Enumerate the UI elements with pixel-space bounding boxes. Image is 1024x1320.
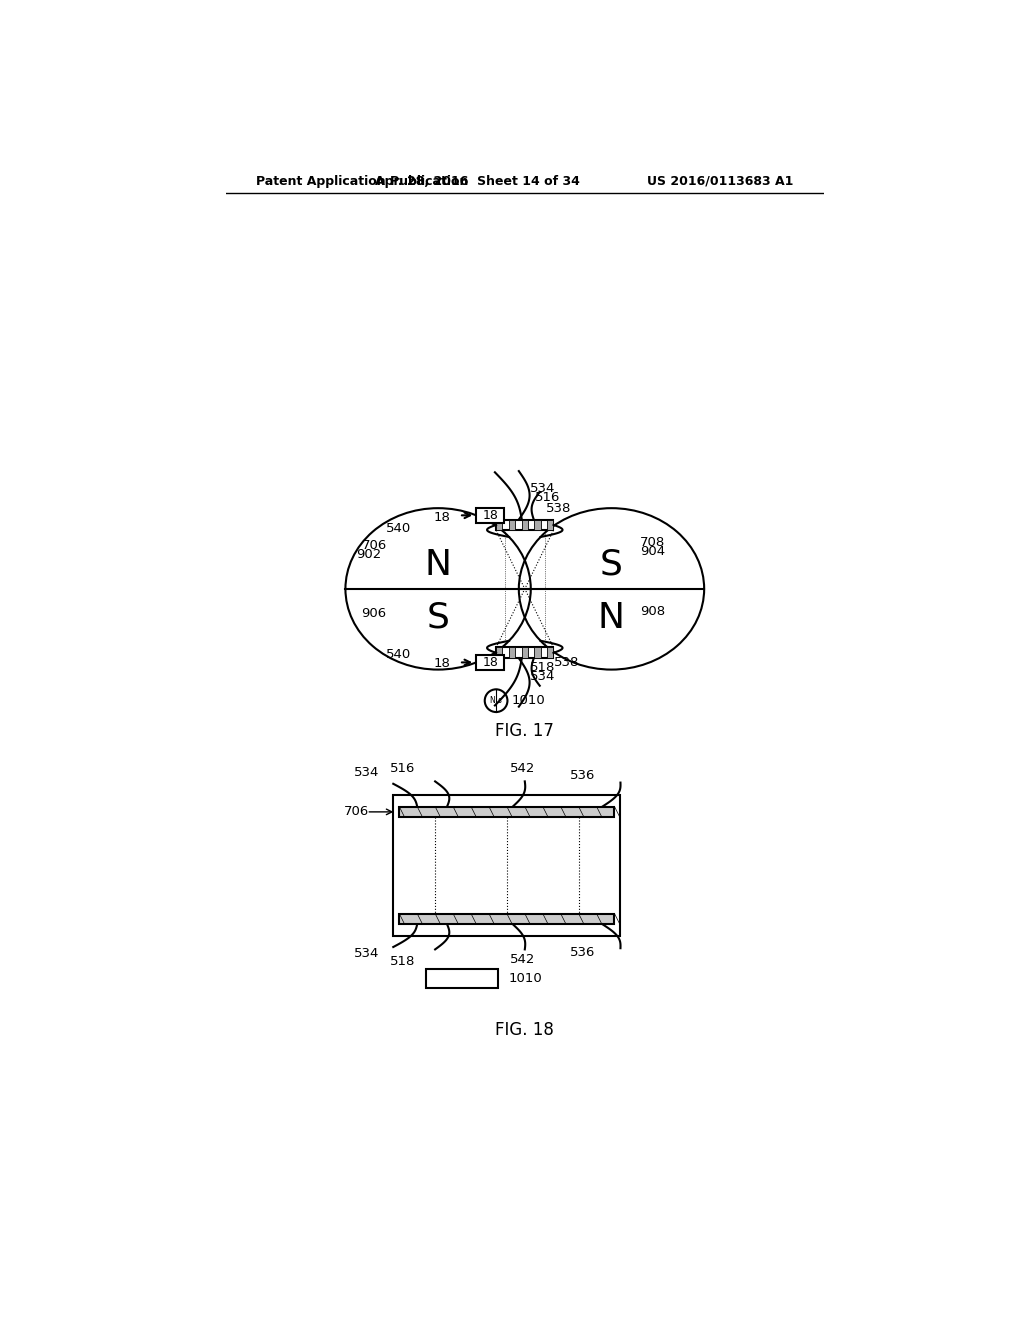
Text: 518: 518	[529, 661, 555, 673]
Bar	[476, 508, 505, 523]
Text: 1010: 1010	[512, 694, 546, 708]
Bar	[399, 807, 614, 817]
Text: 540: 540	[386, 648, 412, 661]
Circle shape	[484, 689, 508, 711]
Text: 534: 534	[529, 482, 555, 495]
Text: FIG. 18: FIG. 18	[496, 1022, 554, 1039]
Text: 538: 538	[554, 656, 579, 669]
Text: 18: 18	[433, 511, 451, 524]
Text: 534: 534	[354, 946, 380, 960]
Text: 542: 542	[510, 953, 536, 966]
Bar	[547, 648, 554, 659]
Text: 706: 706	[362, 540, 387, 552]
Text: 18: 18	[482, 656, 498, 669]
Bar	[496, 520, 554, 531]
Bar	[496, 520, 503, 531]
Text: N: N	[489, 696, 495, 705]
Text: 904: 904	[640, 545, 666, 558]
Bar	[393, 795, 621, 936]
Bar	[509, 520, 515, 531]
Text: 542: 542	[510, 763, 536, 775]
Bar	[476, 655, 505, 669]
Bar	[535, 520, 541, 531]
Text: 534: 534	[529, 669, 555, 682]
Bar	[547, 520, 554, 531]
Bar	[521, 520, 528, 531]
Text: 1010: 1010	[509, 972, 543, 985]
Text: 908: 908	[640, 605, 666, 618]
Bar	[496, 648, 554, 659]
Text: N: N	[425, 548, 452, 582]
Text: 18: 18	[433, 656, 451, 669]
Text: 516: 516	[535, 491, 560, 504]
Bar	[496, 648, 503, 659]
Text: FIG. 17: FIG. 17	[496, 722, 554, 741]
Text: 536: 536	[569, 770, 595, 781]
Text: N: N	[598, 601, 625, 635]
Bar	[521, 648, 528, 659]
Text: 708: 708	[640, 536, 666, 549]
Text: 18: 18	[482, 508, 498, 521]
Bar	[426, 969, 498, 989]
Text: s: s	[499, 696, 503, 705]
Text: Apr. 28, 2016  Sheet 14 of 34: Apr. 28, 2016 Sheet 14 of 34	[375, 174, 580, 187]
Text: 516: 516	[390, 763, 416, 775]
Text: 706: 706	[344, 805, 370, 818]
Text: 536: 536	[569, 946, 595, 958]
Bar	[509, 648, 515, 659]
Text: 518: 518	[390, 954, 416, 968]
Text: 538: 538	[546, 502, 571, 515]
Text: 540: 540	[386, 521, 412, 535]
Text: Patent Application Publication: Patent Application Publication	[256, 174, 468, 187]
Text: 902: 902	[356, 548, 382, 561]
Text: S: S	[600, 548, 623, 582]
Text: S: S	[427, 601, 450, 635]
Text: 906: 906	[361, 607, 386, 620]
Bar	[535, 648, 541, 659]
Text: US 2016/0113683 A1: US 2016/0113683 A1	[647, 174, 794, 187]
Text: 534: 534	[354, 766, 380, 779]
Bar	[399, 913, 614, 924]
